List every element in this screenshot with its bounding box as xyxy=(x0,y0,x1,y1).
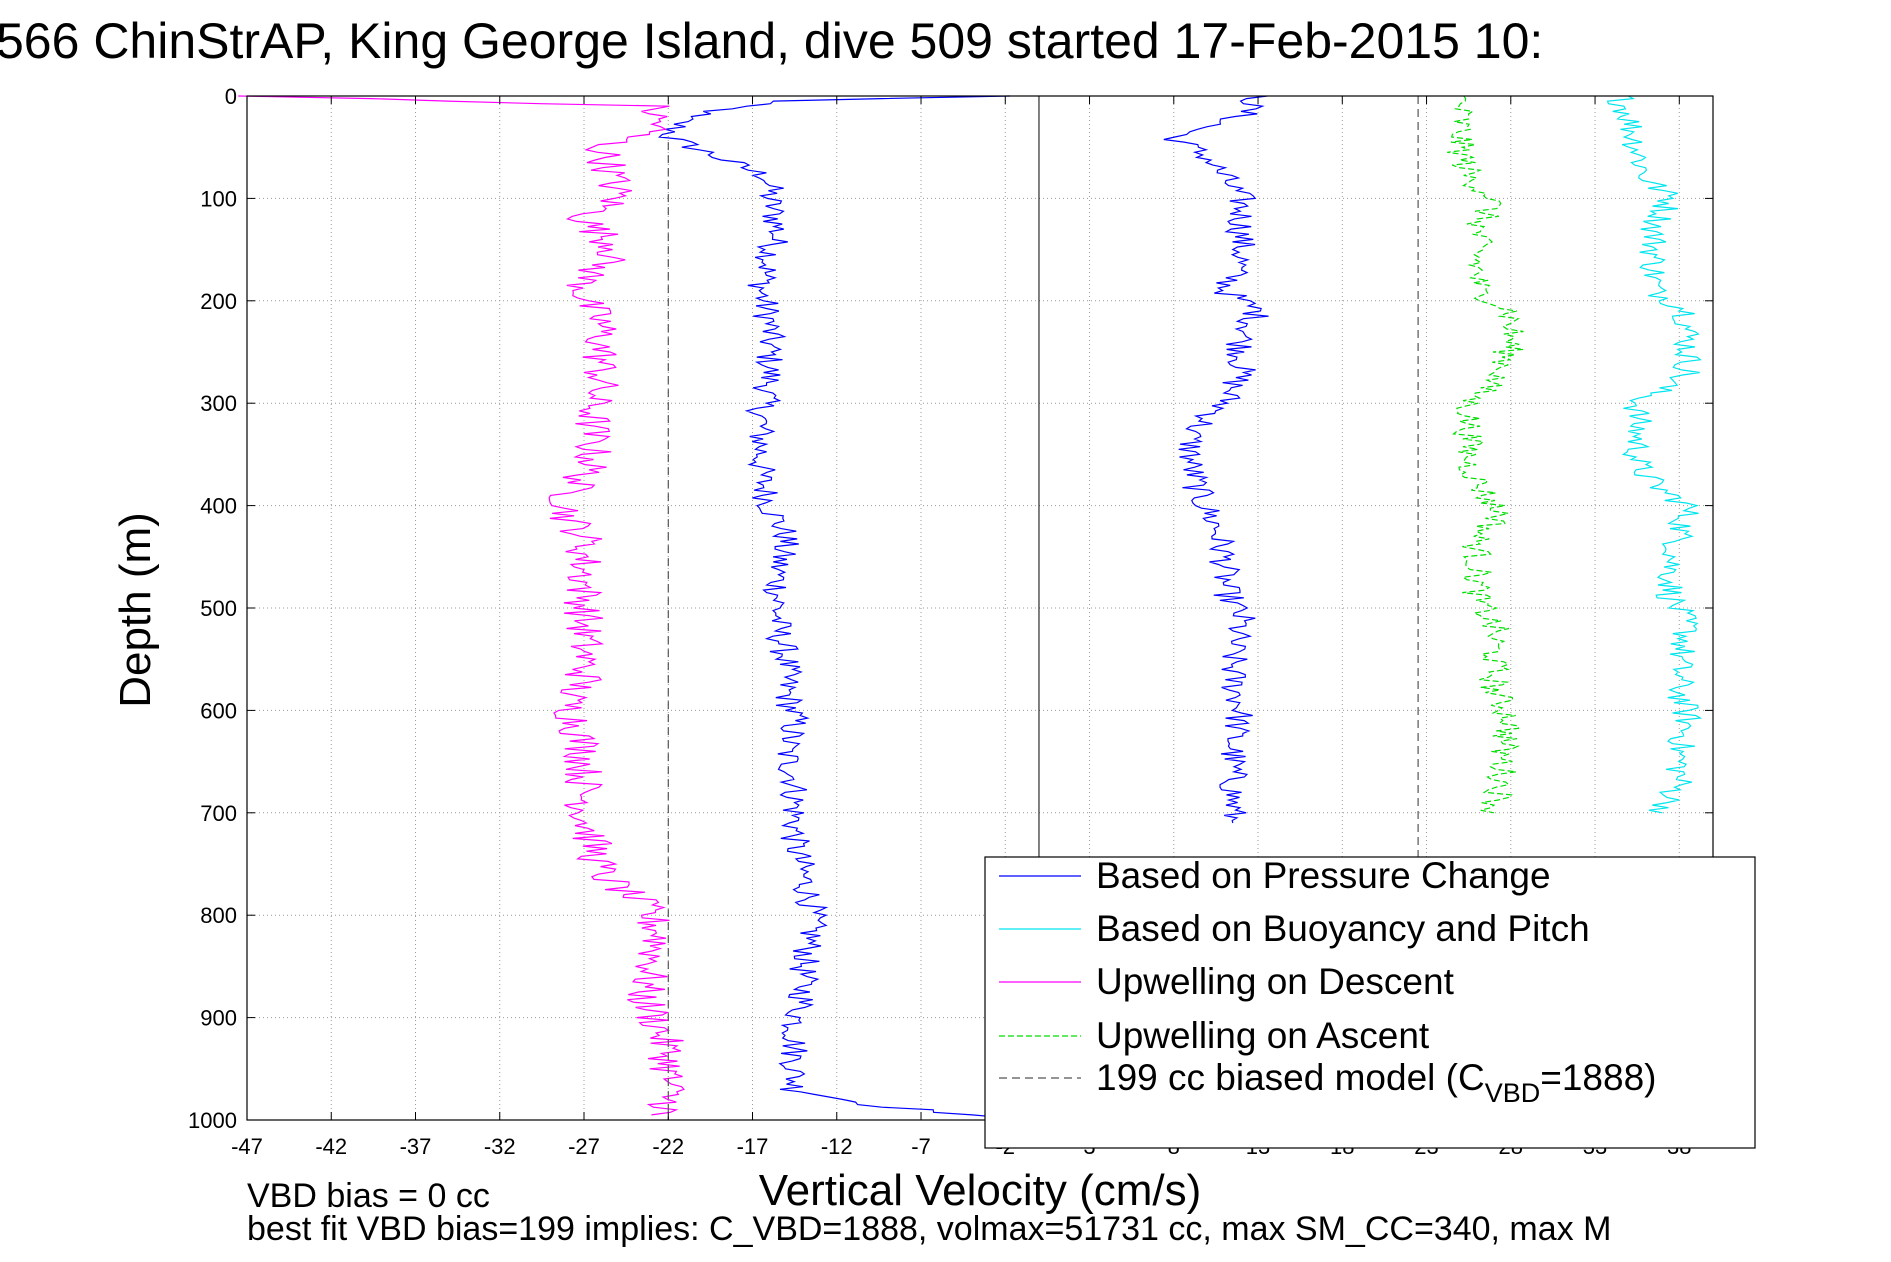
x-tick-label: -17 xyxy=(737,1134,769,1159)
y-tick-label: 700 xyxy=(200,801,237,826)
x-tick-label: -27 xyxy=(568,1134,600,1159)
legend-label: 199 cc biased model (CVBD=1888) xyxy=(1096,1057,1656,1108)
legend-subscript: VBD xyxy=(1485,1078,1541,1108)
y-tick-label: 1000 xyxy=(188,1108,237,1133)
legend-label-text: Upwelling on Ascent xyxy=(1096,1015,1430,1056)
grid-lines xyxy=(247,96,1713,1120)
x-tick-label: -37 xyxy=(400,1134,432,1159)
chart-title: 566 ChinStrAP, King George Island, dive … xyxy=(0,13,1543,69)
legend-label-text: Based on Pressure Change xyxy=(1096,855,1551,896)
x-tick-label: -42 xyxy=(315,1134,347,1159)
legend-box xyxy=(984,856,1756,1149)
series-line-1-0 xyxy=(1606,95,1703,814)
y-tick-label: 500 xyxy=(200,596,237,621)
x-tick-label: -22 xyxy=(652,1134,684,1159)
y-tick-label: 600 xyxy=(200,698,237,723)
series-line-2-0 xyxy=(238,95,685,1116)
legend-label-tail: =1888) xyxy=(1540,1057,1656,1098)
y-tick-label: 0 xyxy=(225,84,237,109)
y-tick-label: 400 xyxy=(200,494,237,519)
x-tick-label: -47 xyxy=(231,1134,263,1159)
y-tick-labels: 0 100 200 300 400 500 600 700 800 900 1000 xyxy=(188,84,1713,1133)
y-tick-label: 300 xyxy=(200,391,237,416)
series-line-3-0 xyxy=(1447,95,1524,814)
y-tick-label: 900 xyxy=(200,1006,237,1031)
legend-label: Based on Pressure Change xyxy=(1096,855,1551,896)
legend-label-text: Upwelling on Descent xyxy=(1096,961,1455,1002)
x-tick-label: -7 xyxy=(911,1134,931,1159)
legend-label-text: Based on Buoyancy and Pitch xyxy=(1096,908,1590,949)
legend-label: Upwelling on Descent xyxy=(1096,961,1455,1002)
y-tick-label: 100 xyxy=(200,186,237,211)
annotation-vbd-bias: VBD bias = 0 cc xyxy=(247,1177,490,1215)
series-line-0-1 xyxy=(1163,95,1269,824)
y-axis-label: Depth (m) xyxy=(111,512,160,708)
legend: Based on Pressure Change Based on Buoyanc… xyxy=(984,855,1756,1149)
annotation-best-fit: best fit VBD bias=199 implies: C_VBD=188… xyxy=(247,1210,1611,1248)
x-tick-label: -32 xyxy=(484,1134,516,1159)
legend-label: Based on Buoyancy and Pitch xyxy=(1096,908,1590,949)
series-line-0-0 xyxy=(657,95,1011,1121)
x-tick-label: -12 xyxy=(821,1134,853,1159)
legend-label-text: 199 cc biased model (C xyxy=(1096,1057,1485,1098)
legend-label: Upwelling on Ascent xyxy=(1096,1015,1430,1056)
y-tick-label: 800 xyxy=(200,903,237,928)
y-tick-label: 200 xyxy=(200,289,237,314)
x-axis-label: Vertical Velocity (cm/s) xyxy=(759,1166,1202,1215)
